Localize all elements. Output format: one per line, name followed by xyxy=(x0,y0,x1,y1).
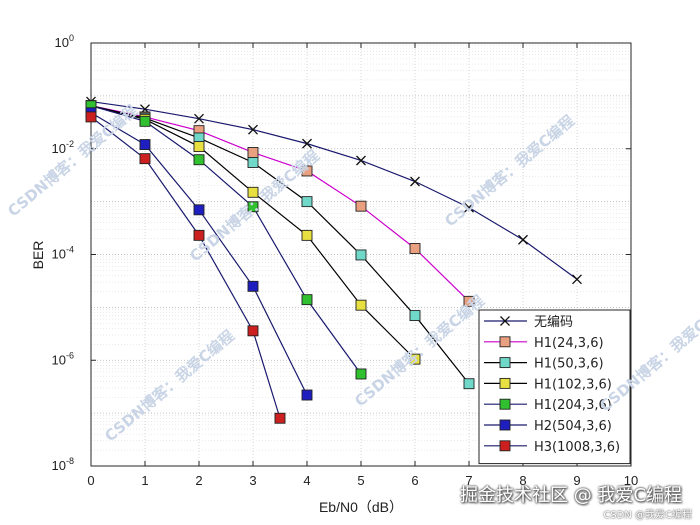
marker-square xyxy=(274,412,286,424)
marker-x xyxy=(410,176,420,187)
legend-entry: H1(24,3,6) xyxy=(484,336,604,351)
marker-x-stroke xyxy=(248,124,258,135)
series-layer xyxy=(85,96,582,424)
marker-square xyxy=(355,368,367,380)
marker-x-stroke xyxy=(194,113,204,124)
legend-label: H2(504,3,6) xyxy=(534,419,612,434)
legend-entry: H1(204,3,6) xyxy=(484,398,612,413)
y-tick-label: 10-8 xyxy=(52,456,74,473)
series-0 xyxy=(86,96,582,285)
marker-square xyxy=(139,115,151,127)
series-line xyxy=(90,105,470,385)
marker-square xyxy=(301,294,313,306)
marker-x xyxy=(248,124,258,135)
marker-square xyxy=(193,154,205,166)
y-tick-label: 10-4 xyxy=(52,245,74,262)
marker-square xyxy=(85,111,97,123)
x-tick-label: 8 xyxy=(519,473,526,488)
marker-square xyxy=(355,200,367,212)
footer-sub-credit: CSDN @我爱C编程 xyxy=(603,510,692,521)
marker-square xyxy=(499,440,511,452)
x-tick-label: 9 xyxy=(573,473,580,488)
marker-x-stroke xyxy=(518,234,528,245)
marker-square xyxy=(499,419,511,431)
marker-square xyxy=(463,378,475,390)
x-tick-label: 2 xyxy=(195,473,202,488)
marker-square xyxy=(139,139,151,151)
marker-x xyxy=(464,202,474,213)
x-tick-label: 3 xyxy=(249,473,256,488)
marker-square xyxy=(355,249,367,261)
legend-entry: H3(1008,3,6) xyxy=(484,440,620,455)
series-line xyxy=(90,100,578,280)
series-6 xyxy=(85,111,286,424)
legend-label: H1(50,3,6) xyxy=(534,357,604,372)
marker-square xyxy=(499,377,511,389)
marker-x xyxy=(302,138,312,149)
marker-x-stroke xyxy=(302,138,312,149)
x-tick-label: 5 xyxy=(357,473,364,488)
legend-entry: H1(50,3,6) xyxy=(484,357,604,372)
marker-x-stroke xyxy=(500,316,510,326)
footer-credit: 掘金技术社区 @ 我爱C编程 xyxy=(459,485,682,506)
y-tick-label: 10-2 xyxy=(52,139,74,156)
marker-square xyxy=(409,310,421,322)
marker-x-stroke xyxy=(410,176,420,187)
marker-square xyxy=(499,336,511,348)
marker-square xyxy=(301,165,313,177)
x-tick-label: 0 xyxy=(87,473,94,488)
marker-square xyxy=(301,389,313,401)
x-tick-label: 4 xyxy=(303,473,310,488)
marker-square xyxy=(193,141,205,153)
x-tick-label: 10 xyxy=(624,473,638,488)
marker-x xyxy=(356,155,366,166)
marker-square xyxy=(193,229,205,241)
marker-square xyxy=(247,186,259,198)
legend-label: H3(1008,3,6) xyxy=(534,440,620,455)
marker-square xyxy=(139,153,151,165)
x-axis-label: Eb/N0（dB） xyxy=(319,499,403,515)
legend-label: H1(102,3,6) xyxy=(534,377,612,392)
marker-square xyxy=(247,325,259,337)
tick-labels: 0 1 2 3 4 5 6 7 8 9 10 10-8 10-6 10-4 10-2 100 xyxy=(52,33,639,488)
marker-x-stroke xyxy=(572,274,582,285)
legend-entry: 无编码 xyxy=(484,315,573,330)
marker-x-stroke xyxy=(356,155,366,166)
series-line xyxy=(90,105,362,375)
legend-label: H1(24,3,6) xyxy=(534,336,604,351)
marker-x-stroke xyxy=(464,202,474,213)
marker-x xyxy=(500,316,510,326)
marker-square xyxy=(247,201,259,213)
x-tick-label: 6 xyxy=(411,473,418,488)
marker-square xyxy=(409,353,421,365)
marker-square xyxy=(247,157,259,168)
x-tick-label: 7 xyxy=(465,473,472,488)
legend-label: H1(204,3,6) xyxy=(534,398,612,413)
y-tick-label: 100 xyxy=(55,33,74,50)
legend-box xyxy=(478,309,631,465)
marker-square xyxy=(463,295,475,307)
marker-square xyxy=(247,280,259,292)
marker-square xyxy=(499,398,511,410)
marker-square xyxy=(301,229,313,241)
legend-entry: H2(504,3,6) xyxy=(484,419,612,434)
x-tick-label: 1 xyxy=(141,473,148,488)
marker-square xyxy=(301,196,313,208)
marker-x xyxy=(572,274,582,285)
marker-square xyxy=(247,147,259,158)
legend-label: 无编码 xyxy=(534,315,573,330)
marker-square xyxy=(355,299,367,311)
series-line xyxy=(90,105,470,302)
marker-square xyxy=(409,243,421,254)
marker-square xyxy=(499,357,511,369)
y-tick-label: 10-6 xyxy=(52,350,74,367)
y-axis-label: BER xyxy=(30,241,46,270)
marker-x xyxy=(194,113,204,124)
marker-square xyxy=(193,204,205,216)
legend-entry: H1(102,3,6) xyxy=(484,377,612,392)
legend: 无编码 H1(24,3,6) H1(50,3,6) H1(102,3,6) H1(204… xyxy=(478,309,631,465)
series-4 xyxy=(85,100,367,380)
marker-x xyxy=(518,234,528,245)
